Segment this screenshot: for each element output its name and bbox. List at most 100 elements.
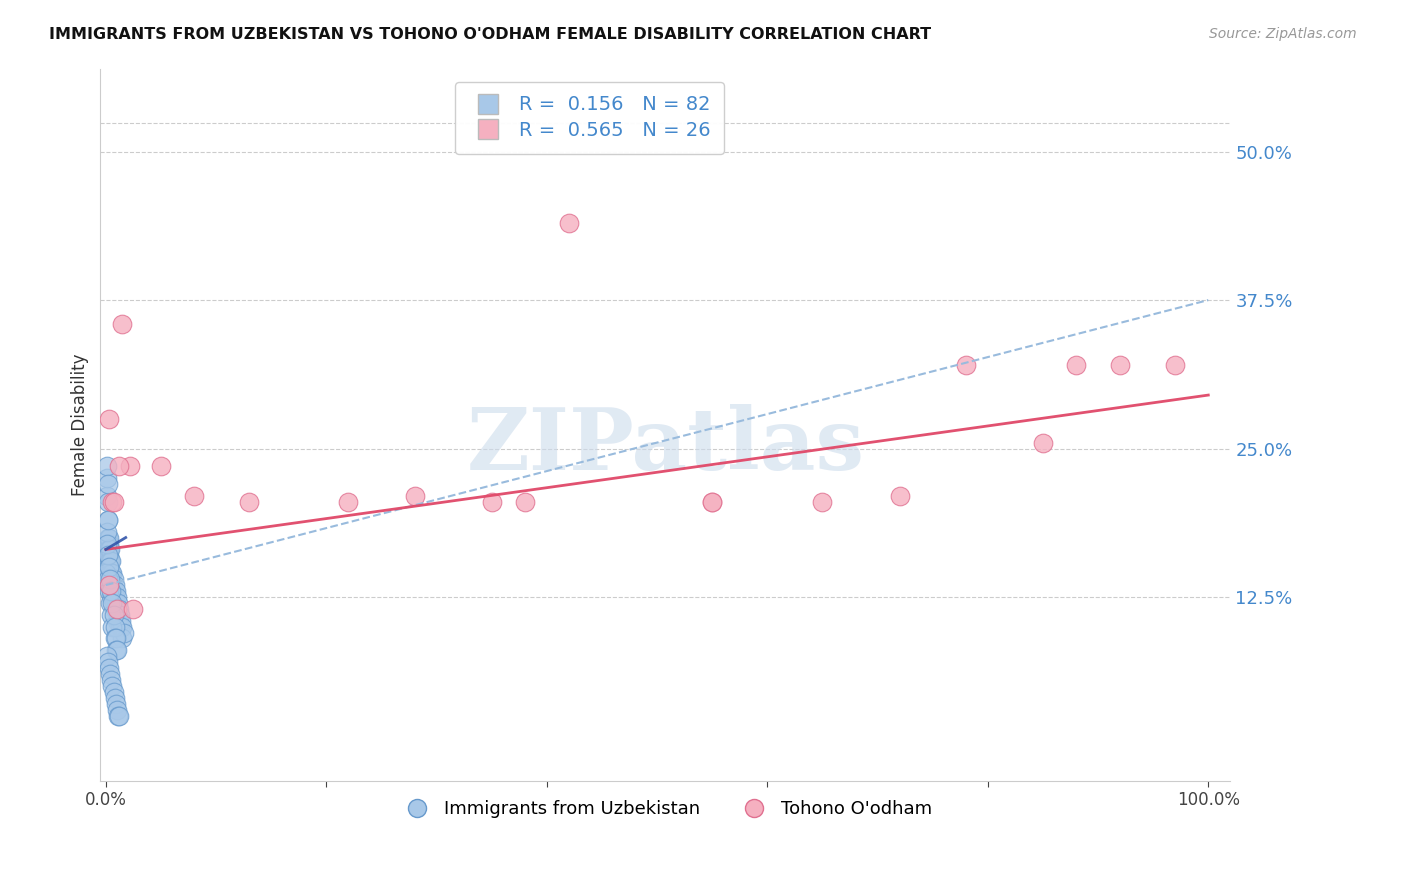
Point bbox=[702, 495, 724, 509]
Point bbox=[513, 495, 536, 509]
Point bbox=[98, 542, 121, 557]
Point bbox=[111, 619, 134, 633]
Point bbox=[97, 536, 120, 550]
Point bbox=[97, 542, 120, 557]
Point bbox=[122, 602, 145, 616]
Point bbox=[98, 578, 121, 592]
Point bbox=[96, 566, 118, 581]
Point bbox=[101, 679, 124, 693]
Point bbox=[101, 596, 124, 610]
Point bbox=[96, 524, 118, 539]
Point bbox=[104, 697, 127, 711]
Point bbox=[101, 619, 124, 633]
Point bbox=[105, 703, 128, 717]
Point bbox=[105, 590, 128, 604]
Point bbox=[108, 708, 131, 723]
Point bbox=[112, 625, 135, 640]
Point bbox=[183, 489, 205, 503]
Point bbox=[96, 495, 118, 509]
Point bbox=[103, 495, 125, 509]
Point bbox=[337, 495, 360, 509]
Point bbox=[1164, 359, 1187, 373]
Point bbox=[1032, 435, 1054, 450]
Point bbox=[558, 216, 581, 230]
Point bbox=[98, 412, 121, 426]
Point bbox=[104, 584, 127, 599]
Point bbox=[238, 495, 260, 509]
Point bbox=[97, 549, 120, 563]
Point bbox=[98, 554, 121, 568]
Point bbox=[98, 566, 121, 581]
Text: IMMIGRANTS FROM UZBEKISTAN VS TOHONO O'ODHAM FEMALE DISABILITY CORRELATION CHART: IMMIGRANTS FROM UZBEKISTAN VS TOHONO O'O… bbox=[49, 27, 931, 42]
Point bbox=[103, 596, 125, 610]
Point bbox=[481, 495, 503, 509]
Point bbox=[100, 673, 122, 687]
Point bbox=[104, 690, 127, 705]
Point bbox=[97, 531, 120, 545]
Point bbox=[111, 632, 134, 646]
Point bbox=[702, 495, 724, 509]
Point bbox=[108, 607, 131, 622]
Y-axis label: Female Disability: Female Disability bbox=[72, 353, 89, 496]
Point bbox=[98, 542, 121, 557]
Point bbox=[100, 590, 122, 604]
Point bbox=[104, 578, 127, 592]
Point bbox=[103, 584, 125, 599]
Point bbox=[104, 632, 127, 646]
Point bbox=[98, 584, 121, 599]
Point bbox=[105, 602, 128, 616]
Point bbox=[889, 489, 911, 503]
Point bbox=[100, 566, 122, 581]
Point bbox=[404, 489, 426, 503]
Point bbox=[105, 643, 128, 657]
Text: ZIPatlas: ZIPatlas bbox=[467, 404, 865, 488]
Point bbox=[97, 513, 120, 527]
Point bbox=[108, 614, 131, 628]
Text: Source: ZipAtlas.com: Source: ZipAtlas.com bbox=[1209, 27, 1357, 41]
Point bbox=[107, 708, 129, 723]
Point bbox=[811, 495, 834, 509]
Point bbox=[101, 495, 124, 509]
Point bbox=[111, 317, 134, 331]
Point bbox=[97, 572, 120, 586]
Point bbox=[100, 584, 122, 599]
Point bbox=[97, 566, 120, 581]
Point bbox=[104, 632, 127, 646]
Point bbox=[98, 554, 121, 568]
Point bbox=[101, 590, 124, 604]
Point bbox=[110, 614, 132, 628]
Point bbox=[104, 590, 127, 604]
Point bbox=[98, 572, 121, 586]
Point bbox=[98, 560, 121, 574]
Point bbox=[103, 685, 125, 699]
Point bbox=[97, 554, 120, 568]
Point bbox=[103, 572, 125, 586]
Point bbox=[105, 602, 128, 616]
Point bbox=[96, 649, 118, 664]
Point bbox=[96, 554, 118, 568]
Point bbox=[107, 607, 129, 622]
Point bbox=[120, 459, 142, 474]
Point bbox=[98, 578, 121, 592]
Point bbox=[100, 578, 122, 592]
Point bbox=[100, 554, 122, 568]
Point bbox=[96, 471, 118, 485]
Point bbox=[101, 566, 124, 581]
Point bbox=[96, 536, 118, 550]
Point bbox=[103, 607, 125, 622]
Point bbox=[98, 596, 121, 610]
Point bbox=[1109, 359, 1132, 373]
Point bbox=[104, 596, 127, 610]
Point bbox=[101, 578, 124, 592]
Point bbox=[1064, 359, 1087, 373]
Point bbox=[100, 607, 122, 622]
Point bbox=[98, 661, 121, 675]
Point bbox=[104, 643, 127, 657]
Point bbox=[105, 614, 128, 628]
Point bbox=[104, 602, 127, 616]
Point bbox=[107, 596, 129, 610]
Point bbox=[98, 566, 121, 581]
Point bbox=[98, 531, 121, 545]
Legend: Immigrants from Uzbekistan, Tohono O'odham: Immigrants from Uzbekistan, Tohono O'odh… bbox=[391, 793, 939, 825]
Point bbox=[98, 667, 121, 681]
